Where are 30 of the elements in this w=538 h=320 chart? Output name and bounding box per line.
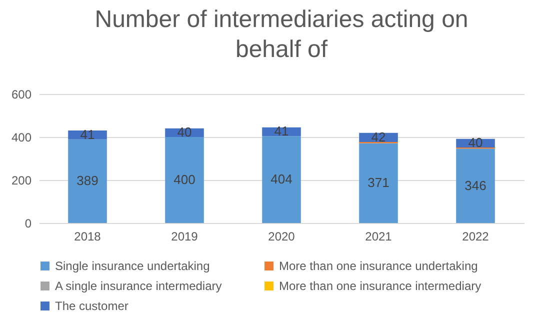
data-label: 346 (464, 178, 486, 193)
data-label: 41 (80, 126, 95, 142)
bar (165, 137, 204, 223)
data-label: 371 (368, 175, 390, 190)
y-tick-label: 600 (11, 88, 32, 102)
data-label: 400 (174, 172, 196, 187)
data-label: 389 (76, 173, 98, 188)
legend-label: More than one insurance intermediary (279, 279, 482, 293)
x-tick-label: 2020 (268, 230, 296, 244)
chart-title: Number of intermediaries acting on behalf of (94, 6, 468, 63)
y-tick-label: 200 (11, 174, 32, 188)
legend-label: The customer (55, 299, 128, 313)
y-tick-label: 400 (11, 130, 32, 144)
x-tick-label: 2018 (74, 230, 102, 244)
legend-label: A single insurance intermediary (55, 279, 222, 293)
y-tick-label: 0 (24, 216, 32, 230)
data-label: 40 (177, 124, 192, 140)
data-label: 41 (274, 124, 289, 139)
bar (262, 136, 301, 223)
bar (68, 139, 107, 223)
data-label: 40 (468, 135, 483, 150)
legend-label: More than one insurance undertaking (279, 259, 478, 273)
x-tick-label: 2022 (462, 230, 490, 244)
bar (359, 143, 398, 223)
bar (456, 148, 495, 223)
data-label: 404 (270, 172, 292, 187)
data-label: 42 (371, 129, 386, 144)
x-tick-label: 2021 (365, 230, 392, 244)
legend-label: Single insurance undertaking (55, 259, 210, 273)
x-tick-label: 2019 (171, 230, 198, 244)
